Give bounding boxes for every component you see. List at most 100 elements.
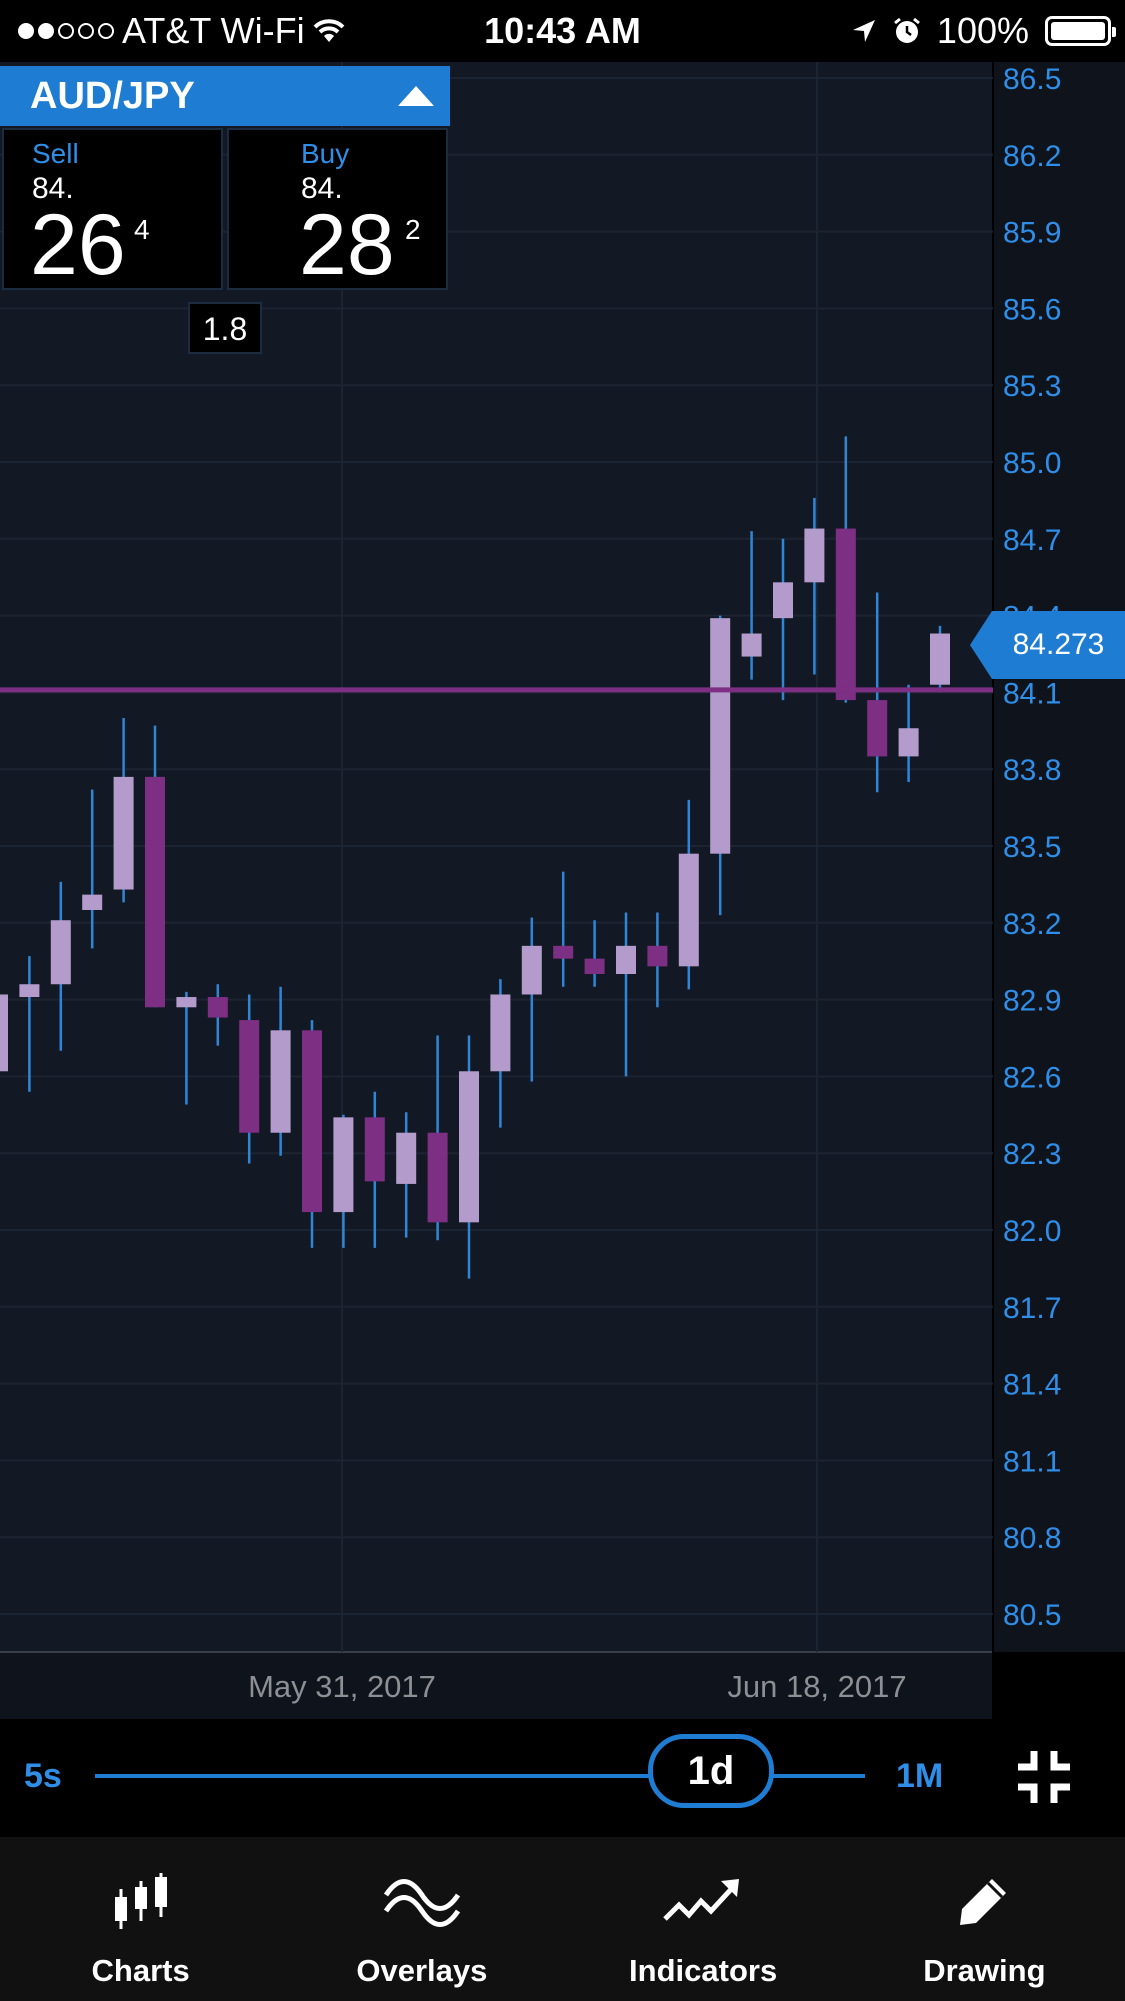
candlestick-chart[interactable]: 86.5 86.2 85.9 85.6 85.3 85.0 84.7 84. 4 84.1 83.8… [0,62,1125,1719]
y-tick-label: 85.3 [1003,370,1061,403]
candle-bearish [553,945,574,959]
y-tick-label: 85.9 [1003,217,1061,250]
plot-area [0,62,993,1652]
y-tick-label: 86.2 [1003,140,1061,173]
collapse-up-icon[interactable] [398,86,434,106]
candle-bullish [396,1132,417,1184]
candle-bearish [867,700,888,757]
nav-charts-label: Charts [91,1953,190,1988]
candlestick-chart-icon [114,1873,167,1929]
y-tick-label: 84.7 [1003,524,1061,557]
y-tick-label: 83.5 [1003,831,1061,864]
candle-bullish [0,994,8,1072]
y-tick-label: 85.6 [1003,293,1061,326]
x-tick-label: May 31, 2017 [248,1669,436,1704]
y-tick-label: 83.8 [1003,754,1061,787]
candle-bullish [459,1071,479,1223]
candle-bullish [930,633,950,685]
battery-icon [1045,16,1116,46]
candle-bullish [741,633,762,657]
nav-indicators-label: Indicators [629,1953,778,1988]
nav-overlays-label: Overlays [356,1953,488,1988]
instrument-selector[interactable]: AUD/JPY [0,66,450,126]
candle-bullish [490,994,511,1072]
spread-value: 1.8 [188,302,262,354]
x-tick-label: Jun 18, 2017 [727,1669,906,1704]
candle-bearish [835,528,856,701]
nav-indicators[interactable]: Indicators [563,1837,844,2001]
wifi-icon [313,19,345,42]
y-tick-label: 81.7 [1003,1292,1061,1325]
buy-label: Buy [301,138,350,169]
current-price-tag: 84.273 [970,611,1125,679]
bottom-nav: Charts Overlays Indicators Drawing [0,1837,1125,2001]
y-tick-label: 85.0 [1003,447,1061,480]
y-tick-label: 81.1 [1003,1445,1061,1478]
exit-fullscreen-icon[interactable] [1014,1747,1074,1807]
sell-button[interactable]: Sell 84. 26 4 [2,128,223,290]
candle-bearish [239,1020,260,1133]
current-price: 84.273 [992,611,1125,679]
timeframe-slider-knob[interactable]: 1d [648,1734,774,1808]
alarm-clock-icon [893,17,920,43]
candle-bullish [19,984,40,998]
y-tick-label: 82.3 [1003,1138,1061,1171]
candle-bullish [521,945,542,995]
nav-overlays[interactable]: Overlays [281,1837,562,2001]
instrument-panel: AUD/JPY Sell 84. 26 4 Buy 84. 28 2 1.8 [0,66,450,354]
candle-bearish [364,1117,385,1182]
buy-button[interactable]: Buy 84. 28 2 [227,128,448,290]
y-tick-label: 82.6 [1003,1061,1061,1094]
nav-drawing[interactable]: Drawing [844,1837,1125,2001]
signal-strength-icon [18,23,114,39]
clock: 10:43 AM [484,10,641,51]
candle-bullish [50,920,71,985]
sell-label: Sell [32,138,79,169]
buy-fractional-pip: 2 [405,214,421,245]
timeframe-slider-track[interactable] [95,1774,865,1778]
y-tick-label: 86.5 [1003,63,1061,96]
trend-arrow-icon [663,1879,740,1921]
status-right: 100% [851,10,1116,52]
y-tick-label: 80.8 [1003,1522,1061,1555]
y-tick-label: 81.4 [1003,1369,1061,1402]
candle-bullish [113,776,134,890]
nav-drawing-label: Drawing [923,1953,1046,1988]
candle-bullish [710,618,731,854]
candle-bearish [584,958,605,974]
candle-bullish [898,728,919,757]
sell-big-figure: 84. [32,172,74,205]
candle-bearish [302,1030,322,1213]
candle-bearish [207,997,228,1018]
timeframe-bar: 5s 1d 1M [0,1719,1125,1837]
y-tick-label: 84.1 [1003,677,1061,710]
candle-bearish [427,1132,448,1223]
battery-percent: 100% [936,10,1029,51]
pencil-icon [960,1879,1007,1925]
y-tick-label: 82.0 [1003,1215,1061,1248]
buy-pips: 28 [299,197,395,293]
candle-bearish [145,776,165,1008]
carrier-name: AT&T Wi-Fi [122,10,305,51]
y-tick-label: 83.2 [1003,908,1061,941]
candle-bullish [773,582,793,619]
time-axis [0,1652,993,1719]
candle-bullish [270,1030,291,1133]
timeframe-max-label[interactable]: 1M [896,1757,944,1795]
price-axis [993,62,1125,1652]
candle-bullish [804,528,825,583]
price-chart[interactable]: 86.5 86.2 85.9 85.6 85.3 85.0 84.7 84. 4 84.1 83.8… [0,62,1125,1719]
sell-pips: 26 [30,197,126,293]
candle-bullish [333,1117,354,1213]
candle-bullish [616,945,636,974]
overlay-wave-icon [383,1879,460,1927]
carrier-info: AT&T Wi-Fi [18,10,345,52]
instrument-title: AUD/JPY [30,74,195,117]
sell-fractional-pip: 4 [134,214,150,245]
nav-charts[interactable]: Charts [0,1837,281,2001]
candle-bullish [176,997,197,1008]
candle-bullish [678,853,699,967]
timeframe-min-label[interactable]: 5s [24,1757,62,1795]
y-tick-label: 80.5 [1003,1599,1061,1632]
status-bar: AT&T Wi-Fi 10:43 AM 100% [0,0,1125,62]
